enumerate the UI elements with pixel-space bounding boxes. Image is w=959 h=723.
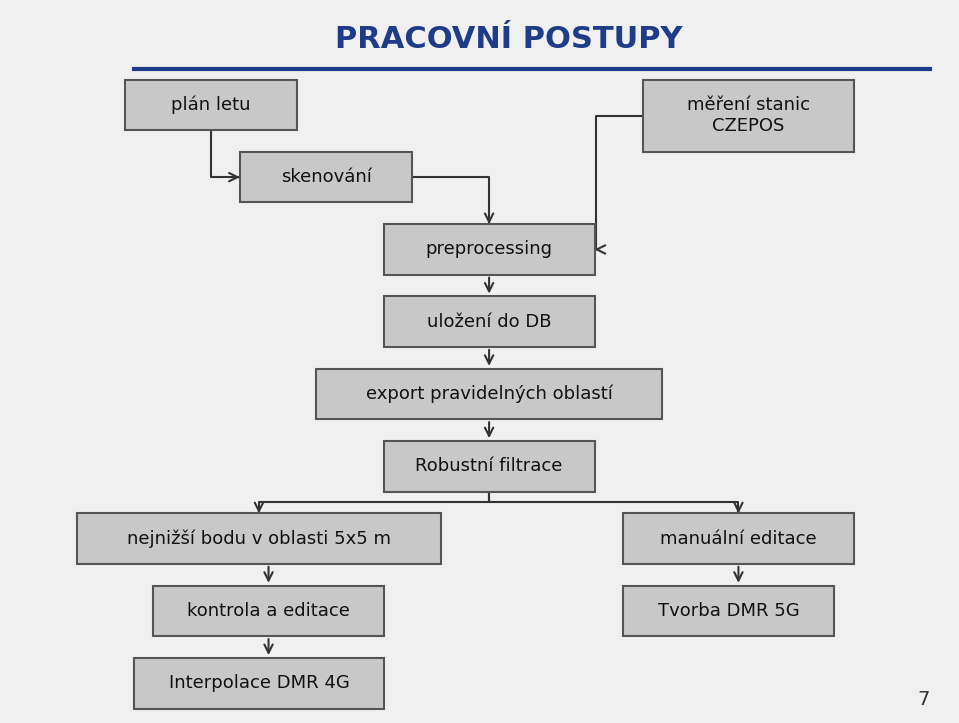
FancyBboxPatch shape (623, 513, 854, 564)
Text: měření stanic
CZEPOS: měření stanic CZEPOS (687, 96, 809, 135)
Text: skenování: skenování (281, 168, 371, 186)
FancyBboxPatch shape (153, 586, 384, 636)
Text: preprocessing: preprocessing (426, 241, 552, 258)
Text: export pravidelných oblastí: export pravidelných oblastí (365, 385, 613, 403)
Text: plán letu: plán letu (172, 95, 250, 114)
FancyBboxPatch shape (384, 296, 595, 347)
FancyBboxPatch shape (623, 586, 834, 636)
Text: 7: 7 (918, 690, 930, 709)
FancyBboxPatch shape (384, 224, 595, 275)
FancyBboxPatch shape (125, 80, 297, 130)
Text: Robustní filtrace: Robustní filtrace (415, 458, 563, 475)
FancyBboxPatch shape (134, 658, 384, 709)
FancyBboxPatch shape (316, 369, 662, 419)
Text: kontrola a editace: kontrola a editace (187, 602, 350, 620)
FancyBboxPatch shape (77, 513, 441, 564)
FancyBboxPatch shape (240, 152, 412, 202)
FancyBboxPatch shape (384, 441, 595, 492)
FancyBboxPatch shape (643, 80, 854, 152)
Text: nejnižší bodu v oblasti 5x5 m: nejnižší bodu v oblasti 5x5 m (127, 529, 391, 548)
Text: manuální editace: manuální editace (660, 530, 817, 547)
Text: PRACOVNÍ POSTUPY: PRACOVNÍ POSTUPY (335, 25, 682, 54)
Text: uložení do DB: uložení do DB (427, 313, 551, 330)
Text: Interpolace DMR 4G: Interpolace DMR 4G (169, 675, 349, 692)
Text: Tvorba DMR 5G: Tvorba DMR 5G (658, 602, 800, 620)
